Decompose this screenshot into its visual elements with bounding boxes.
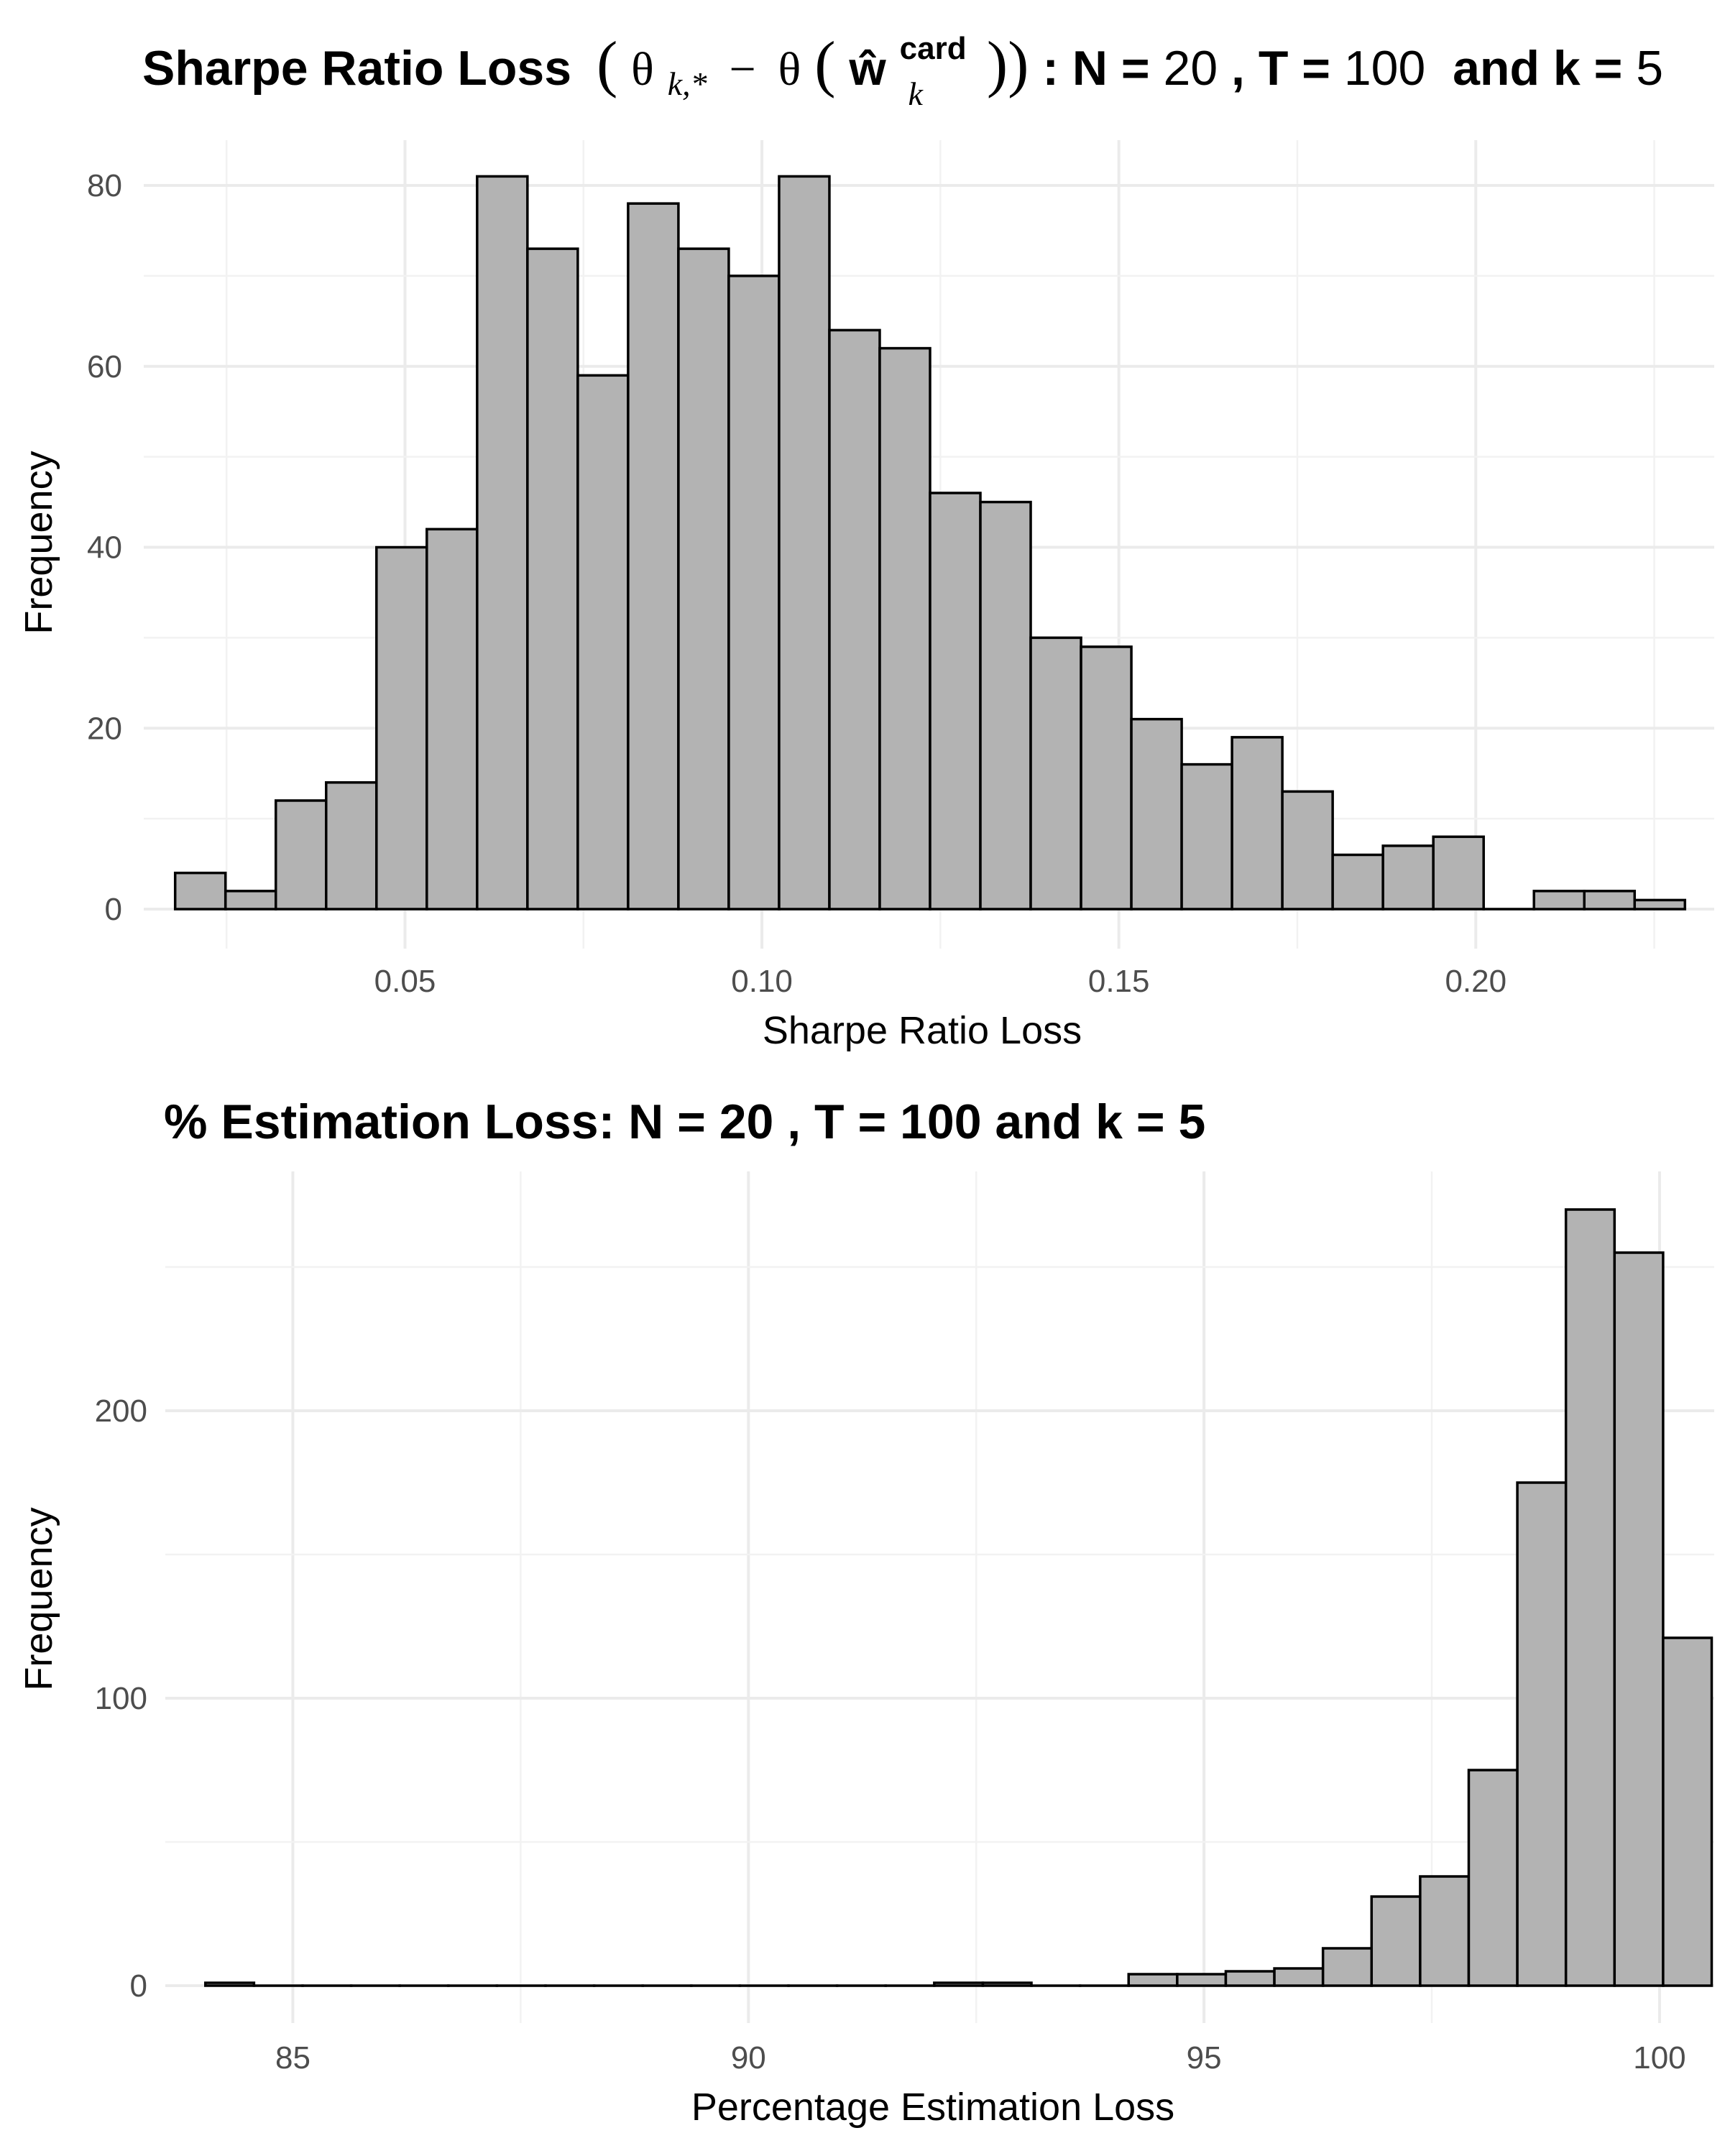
- chart1-histogram-bar: [1180, 763, 1233, 911]
- chart2-y-tick-label: 200: [95, 1393, 147, 1429]
- chart1-histogram-bar: [1331, 853, 1384, 911]
- chart1-title-suffix-0: : N =: [1042, 41, 1163, 96]
- chart1-title-superscript: card: [900, 31, 967, 66]
- chart2-title: % Estimation Loss: N = 20 , T = 100 and …: [164, 1095, 1205, 1149]
- chart1-title-subscript2: k: [908, 75, 924, 112]
- chart1-panel: 0.05 0.10 0.15 0.20 0 20 40 60 80: [87, 140, 1714, 999]
- chart1-histogram-bar: [778, 175, 831, 911]
- chart2-bars: [204, 1208, 1714, 1987]
- chart1-histogram-bar: [526, 247, 579, 911]
- chart1-title-suffix-2: , T =: [1218, 41, 1344, 96]
- chart1-histogram-bar: [1381, 844, 1435, 911]
- chart1-histogram-bar: [929, 492, 982, 911]
- chart1-bars: [173, 175, 1687, 911]
- chart1-title-theta: θ: [631, 43, 654, 96]
- chart1-y-tick-label: 80: [87, 168, 122, 203]
- chart1-title-close-paren: )): [987, 29, 1029, 99]
- chart1-histogram-bar: [1230, 736, 1284, 911]
- chart1-x-axis-label: Sharpe Ratio Loss: [763, 1009, 1082, 1052]
- chart2-histogram-bar: [1273, 1967, 1325, 1987]
- chart2-histogram-bar: [1321, 1947, 1374, 1987]
- chart1-histogram-bar: [224, 890, 277, 911]
- chart1-histogram-bar: [1432, 835, 1485, 911]
- chart1-y-tick-labels: 0 20 40 60 80: [87, 168, 122, 927]
- chart1-title: Sharpe Ratio Loss ( θ k,* − θ ( ŵ card k…: [142, 15, 1663, 116]
- chart2-histogram-bar: [981, 1981, 1033, 1987]
- chart2-histogram-bar: [1662, 1636, 1714, 1987]
- chart1-title-suffix-1: 20: [1164, 41, 1218, 96]
- chart2-histogram-bar: [1564, 1208, 1616, 1987]
- chart2-histogram-bar: [1613, 1251, 1665, 1987]
- chart1-y-tick-label: 20: [87, 711, 122, 746]
- chart2-y-axis-label: Frequency: [17, 1507, 60, 1690]
- chart1-histogram-bar: [325, 781, 378, 911]
- chart1-title-subscript: k,*: [668, 65, 707, 102]
- chart1-title-inner-paren: (: [814, 29, 835, 99]
- chart1-x-tick-label: 0.05: [374, 964, 436, 999]
- chart1-title-prefix: Sharpe Ratio Loss: [142, 41, 571, 96]
- chart1-title-w-hat: ŵ: [848, 42, 886, 95]
- chart2-y-tick-label: 0: [130, 1968, 147, 2004]
- chart1-histogram-bar: [1532, 890, 1586, 911]
- chart2-x-tick-label: 100: [1633, 2040, 1685, 2076]
- chart1-histogram-bar: [274, 799, 328, 911]
- chart2-x-axis-label: Percentage Estimation Loss: [691, 2086, 1174, 2129]
- chart2-x-tick-label: 90: [731, 2040, 766, 2076]
- chart1-histogram-bar: [1583, 890, 1637, 911]
- chart1-histogram-bar: [979, 500, 1032, 911]
- chart1-histogram-bar: [1130, 717, 1183, 911]
- chart1-x-tick-label: 0.10: [731, 964, 793, 999]
- chart1-histogram-bar: [375, 545, 428, 911]
- chart2-x-tick-labels: 85 90 95 100: [275, 2040, 1686, 2076]
- chart1-x-tick-label: 0.15: [1088, 964, 1150, 999]
- chart1-y-tick-label: 60: [87, 349, 122, 384]
- chart1-histogram-bar: [1281, 790, 1334, 911]
- chart1-histogram-bar: [576, 374, 630, 911]
- chart1-title-minus: −: [730, 43, 756, 96]
- chart1-x-tick-labels: 0.05 0.10 0.15 0.20: [374, 964, 1506, 999]
- chart2-histogram-bar: [1370, 1895, 1422, 1987]
- chart2-histogram-bar: [204, 1981, 256, 1987]
- chart2-histogram-bar: [1516, 1481, 1568, 1987]
- chart2-histogram-bar: [933, 1981, 985, 1987]
- chart1-histogram-bar: [1080, 645, 1133, 911]
- chart1-title-suffix-3: 100: [1344, 41, 1425, 96]
- chart1-y-tick-label: 0: [105, 892, 122, 927]
- chart2-histogram-bar: [1224, 1970, 1276, 1987]
- chart1-title-theta2: θ: [778, 43, 801, 96]
- chart1-title-open-paren: (: [597, 29, 617, 99]
- chart2-y-tick-label: 100: [95, 1681, 147, 1716]
- chart1-x-tick-label: 0.20: [1445, 964, 1506, 999]
- chart1-histogram-bar: [426, 528, 479, 911]
- chart1-histogram-bar: [677, 247, 730, 911]
- chart2-panel: 85 90 95 100 0 100 200: [95, 1171, 1714, 2076]
- chart2-y-tick-labels: 0 100 200: [95, 1393, 147, 2004]
- chart1-histogram-bar: [878, 346, 932, 911]
- chart1-histogram-bar: [828, 328, 881, 911]
- chart2-histogram-bar: [1176, 1973, 1228, 1987]
- chart2-histogram-bar: [1467, 1769, 1519, 1987]
- chart1-histogram-bar: [476, 175, 529, 911]
- chart1-histogram-bar: [727, 275, 781, 911]
- chart1-histogram-bar: [1633, 898, 1687, 911]
- chart1-y-tick-label: 40: [87, 530, 122, 566]
- chart2-x-tick-label: 95: [1187, 2040, 1222, 2076]
- chart1-histogram-bar: [627, 202, 680, 911]
- chart1-y-axis-label: Frequency: [17, 451, 60, 634]
- chart1-histogram-bar: [173, 871, 227, 911]
- chart2-histogram-bar: [1127, 1973, 1179, 1987]
- chart1-histogram-bar: [1029, 636, 1082, 911]
- chart1-title-suffix-5: 5: [1636, 41, 1663, 96]
- chart2-histogram-bar: [1419, 1875, 1471, 1987]
- chart2-x-tick-label: 85: [275, 2040, 310, 2076]
- chart1-title-suffix-4: and k =: [1425, 41, 1636, 96]
